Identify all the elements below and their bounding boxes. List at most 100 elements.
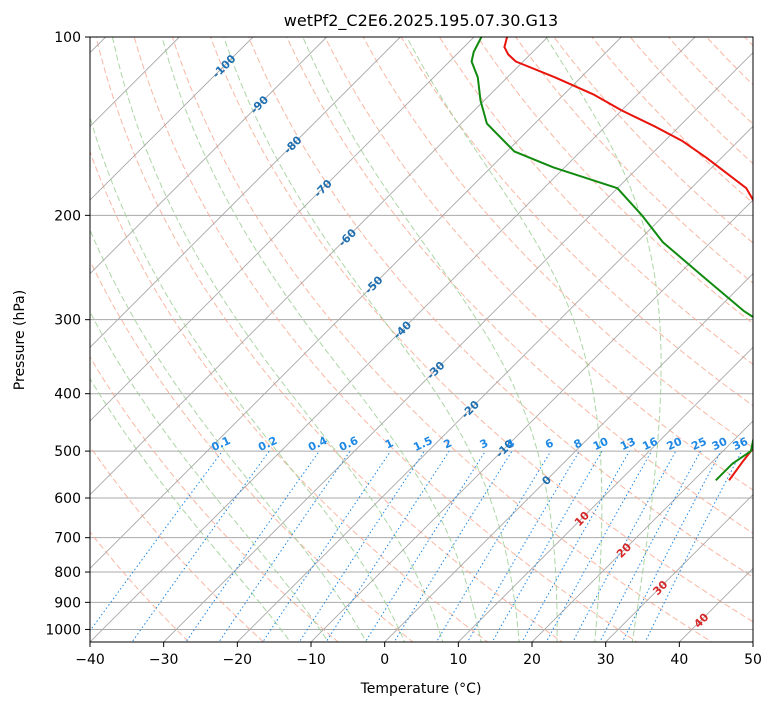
mixing-ratio-label: 30 <box>710 435 730 453</box>
moist-adiabat <box>90 228 367 642</box>
y-tick-label: 700 <box>54 531 81 547</box>
isotherms <box>90 37 753 642</box>
isotherm-label: -60 <box>336 226 359 249</box>
isotherm-label: -80 <box>281 133 304 156</box>
mixing-ratio-label: 13 <box>618 435 637 453</box>
dewpoint-profile <box>470 37 753 482</box>
moist-adiabat <box>90 310 329 642</box>
isotherm-line <box>90 37 254 201</box>
y-tick-label: 300 <box>54 313 81 329</box>
dry-adiabat <box>90 259 414 642</box>
dry-adiabat <box>553 37 753 244</box>
x-tick-label: 10 <box>449 652 467 668</box>
mixing-ratio-label: 3 <box>478 436 490 451</box>
moist-adiabat <box>111 37 444 642</box>
dry-adiabat <box>629 37 753 165</box>
mixing-ratio-label: 10 <box>591 435 611 453</box>
mixing-ratio-line <box>545 450 653 642</box>
dry-adiabat <box>438 37 753 365</box>
dry-adiabat <box>743 37 753 47</box>
x-tick-label: −40 <box>75 652 105 668</box>
moist-adiabat <box>545 37 662 642</box>
isotherm-line <box>90 37 401 348</box>
mixing-ratio-label: 6 <box>543 436 556 451</box>
isotherm-label: -30 <box>424 359 447 382</box>
pressure-grid-lines <box>90 37 753 630</box>
mixing-ratio-line <box>90 450 223 632</box>
moist-adiabat <box>406 37 603 642</box>
moist-adiabats <box>90 37 662 642</box>
y-tick-label: 800 <box>54 565 81 581</box>
moist-adiabat <box>161 37 482 642</box>
dry-adiabat <box>324 37 753 491</box>
mixing-ratio-label: 36 <box>731 435 751 453</box>
mixing-ratio-label: 25 <box>689 435 708 453</box>
mixing-ratio-label: 2 <box>442 436 454 451</box>
mixing-ratio-lines <box>90 450 743 642</box>
isotherm-label: -50 <box>362 273 385 296</box>
mixing-ratio-line <box>131 450 270 642</box>
y-tick-label: 500 <box>54 444 81 460</box>
dry-adiabat <box>756 10 775 654</box>
x-axis-title: Temperature (°C) <box>360 681 482 697</box>
mixing-ratio-label: 16 <box>640 435 660 453</box>
mixing-ratio-label: 20 <box>665 435 685 453</box>
isotherm-line <box>752 641 753 642</box>
dry-adiabat <box>90 445 265 642</box>
dry-adiabat <box>515 37 753 284</box>
dry-adiabat <box>591 37 753 204</box>
isotherm-line <box>605 494 753 642</box>
y-tick-label: 200 <box>54 208 81 224</box>
isotherm-label: 10 <box>572 509 592 529</box>
dry-adiabat <box>667 37 753 125</box>
dry-adiabat <box>90 356 339 642</box>
mixing-ratio-line <box>218 450 351 642</box>
y-axis: 100 200 300 400 500 600 700 800 900 1000 <box>45 30 90 638</box>
isotherm-label: 40 <box>691 610 711 630</box>
dry-adiabat <box>90 531 190 642</box>
moist-adiabat <box>302 37 558 642</box>
x-tick-label: 0 <box>380 652 389 668</box>
chart-title: wetPf2_C2E6.2025.195.07.30.G13 <box>284 11 558 31</box>
x-tick-label: −30 <box>149 652 179 668</box>
y-axis-title: Pressure (hPa) <box>12 290 28 390</box>
mixing-ratio-line <box>491 450 603 642</box>
moist-adiabat <box>223 37 520 642</box>
isotherm-line <box>90 37 548 496</box>
dry-adiabat <box>400 37 753 407</box>
moist-adiabat <box>90 377 291 642</box>
temperature-profile <box>503 37 753 481</box>
y-tick-label: 900 <box>54 595 81 611</box>
dry-adiabat <box>248 37 753 578</box>
y-tick-label: 600 <box>54 491 81 507</box>
dry-adiabat <box>705 37 753 86</box>
isotherm-line <box>384 273 753 642</box>
x-tick-label: 40 <box>670 652 688 668</box>
isotherm-line <box>531 420 753 642</box>
dry-adiabat <box>286 37 753 534</box>
y-tick-label: 400 <box>54 387 81 403</box>
isotherm-line <box>310 199 753 642</box>
dry-adiabat <box>362 37 753 449</box>
dry-adiabat <box>95 37 564 642</box>
x-axis: −40 −30 −20 −10 0 10 20 30 40 50 <box>75 642 762 668</box>
mixing-ratio-line <box>298 450 425 642</box>
isotherm-label: -20 <box>459 398 482 421</box>
isotherm-label: -70 <box>311 177 334 200</box>
x-tick-label: −10 <box>296 652 326 668</box>
dry-adiabat <box>209 37 753 623</box>
sounding-profiles <box>470 37 753 482</box>
mixing-ratio-label: 1 <box>383 436 395 451</box>
x-tick-label: 30 <box>597 652 615 668</box>
mixing-ratio-line <box>466 450 580 642</box>
mixing-ratio-line <box>325 450 450 642</box>
moist-adiabat <box>90 115 406 642</box>
x-tick-label: 50 <box>744 652 762 668</box>
mixing-ratio-line <box>185 450 320 642</box>
isotherm-line <box>90 37 327 275</box>
plot-area: -100-90-80-70-60-50-40-30-20-10010203040… <box>90 10 775 654</box>
isotherm-line <box>90 37 475 422</box>
isotherm-line <box>237 125 753 642</box>
